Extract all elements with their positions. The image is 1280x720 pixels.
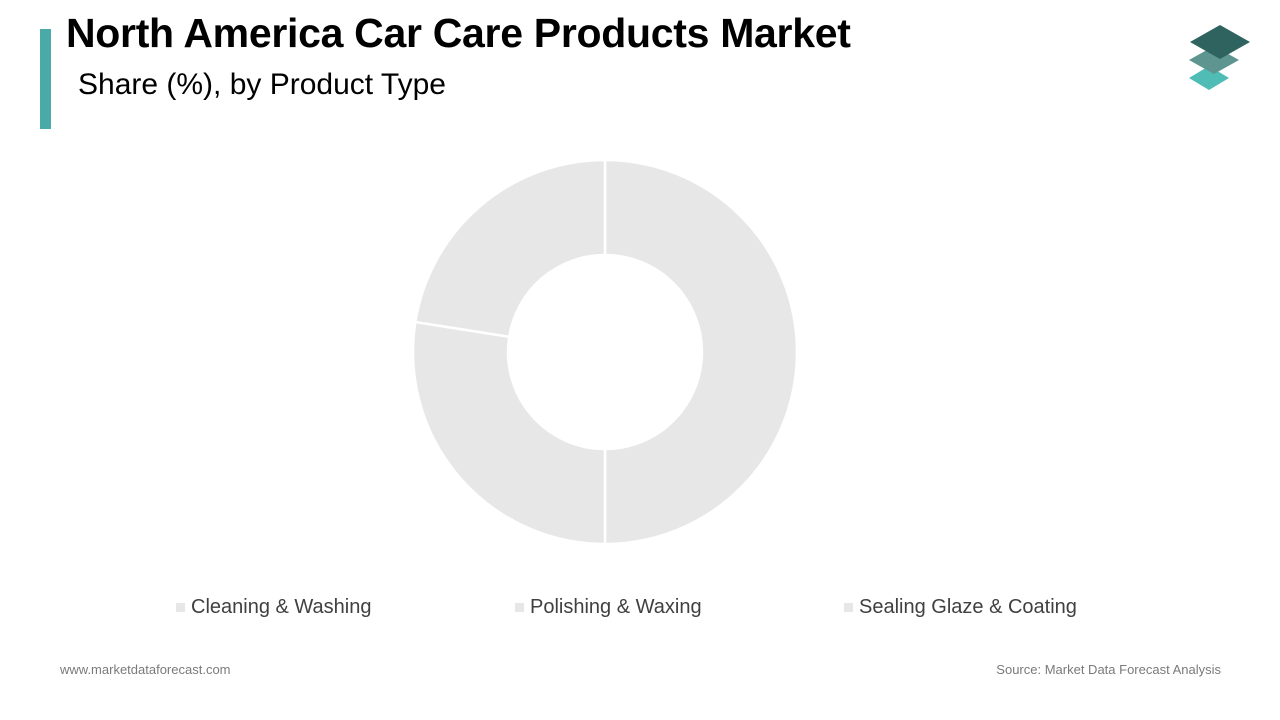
- legend-label: Polishing & Waxing: [530, 596, 702, 618]
- website-url: www.marketdataforecast.com: [60, 662, 231, 677]
- logo-layer-bottom: [1189, 66, 1229, 90]
- donut-slice-cleaning-and-washing: [603, 158, 799, 546]
- stacked-layers-icon: [1189, 25, 1250, 90]
- legend-item-cleaning-and-washing: Cleaning & Washing: [176, 596, 371, 619]
- donut-slice-sealing-glaze-and-coating: [413, 158, 607, 339]
- legend-item-polishing-and-waxing: Polishing & Waxing: [515, 596, 702, 619]
- legend-swatch: [844, 603, 853, 612]
- logo-layer-top: [1190, 25, 1250, 59]
- chart-subtitle: Share (%), by Product Type: [78, 68, 446, 101]
- legend-swatch: [515, 603, 524, 612]
- chart-title: North America Car Care Products Market: [66, 10, 851, 56]
- legend-item-sealing-glaze-and-coating: Sealing Glaze & Coating: [844, 596, 1077, 619]
- source-note: Source: Market Data Forecast Analysis: [996, 662, 1221, 677]
- title-accent-bar: [40, 29, 51, 129]
- legend-swatch: [176, 603, 185, 612]
- legend-label: Cleaning & Washing: [191, 596, 372, 618]
- donut-slice-polishing-and-waxing: [411, 320, 607, 546]
- chart-legend: Cleaning & Washing Polishing & Waxing Seal…: [0, 596, 1280, 626]
- legend-label: Sealing Glaze & Coating: [859, 596, 1077, 618]
